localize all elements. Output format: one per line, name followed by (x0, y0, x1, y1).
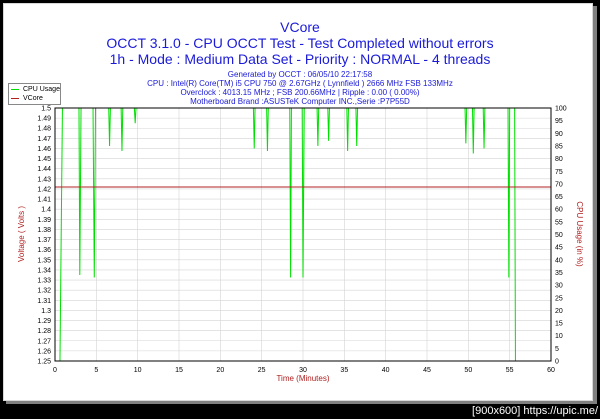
x-tick-label: 5 (94, 367, 98, 374)
panel-shadow-bottom (6, 401, 597, 404)
y-tick-label-left: 1.38 (37, 227, 51, 234)
y-tick-label-right: 0 (555, 359, 559, 366)
y-tick-label-left: 1.4 (41, 207, 51, 214)
y-axis-label-left: Voltage ( Volts ) (17, 206, 26, 262)
x-tick-label: 60 (547, 367, 555, 374)
y-tick-label-left: 1.5 (41, 106, 51, 113)
y-tick-label-left: 1.43 (37, 176, 51, 183)
tick-labels: 0 5 10 15 20 25 30 35 40 45 50 55 601.251.261.271.28… (37, 106, 566, 375)
y-tick-label-right: 10 (555, 333, 563, 340)
info-generated: Generated by OCCT : 06/05/10 22:17:58 (227, 70, 373, 79)
legend-label-cpu-usage: CPU Usage (23, 86, 60, 93)
y-tick-label-left: 1.42 (37, 186, 51, 193)
y-tick-label-left: 1.35 (37, 257, 51, 264)
y-tick-label-left: 1.26 (37, 348, 51, 355)
y-tick-label-left: 1.33 (37, 278, 51, 285)
y-tick-label-right: 65 (555, 194, 563, 201)
image-host-footer: [900x600] https://upic.me/ (472, 404, 598, 418)
y-tick-label-right: 55 (555, 219, 563, 226)
legend-swatch-cpu-usage (11, 89, 19, 90)
y-tick-label-left: 1.47 (37, 136, 51, 143)
y-tick-label-left: 1.39 (37, 217, 51, 224)
axes (54, 107, 552, 362)
y-tick-label-right: 40 (555, 257, 563, 264)
y-tick-label-right: 5 (555, 346, 559, 353)
y-tick-label-right: 70 (555, 181, 563, 188)
y-tick-label-left: 1.31 (37, 298, 51, 305)
y-tick-label-left: 1.45 (37, 156, 51, 163)
y-tick-label-left: 1.44 (37, 166, 51, 173)
x-tick-label: 10 (134, 367, 142, 374)
legend-swatch-vcore (11, 98, 19, 99)
chart-legend: CPU Usage VCore (8, 83, 61, 105)
panel-shadow-right (593, 6, 597, 401)
x-tick-label: 35 (340, 367, 348, 374)
y-tick-label-left: 1.37 (37, 237, 51, 244)
series-layer (55, 107, 551, 362)
series-cpu-usage-line (55, 107, 551, 362)
x-tick-label: 0 (53, 367, 57, 374)
y-tick-label-right: 30 (555, 283, 563, 290)
info-motherboard: Motherboard Brand :ASUSTeK Computer INC.… (190, 97, 410, 106)
y-tick-label-left: 1.25 (37, 359, 51, 366)
y-tick-label-left: 1.49 (37, 116, 51, 123)
x-tick-label: 40 (382, 367, 390, 374)
y-tick-label-left: 1.32 (37, 288, 51, 295)
x-tick-label: 55 (506, 367, 514, 374)
y-tick-label-left: 1.48 (37, 126, 51, 133)
y-tick-label-left: 1.34 (37, 267, 51, 274)
info-overclock: Overclock : 4013.15 MHz ; FSB 200.66MHz … (180, 88, 420, 97)
y-tick-label-left: 1.27 (37, 338, 51, 345)
y-tick-label-right: 60 (555, 207, 563, 214)
y-tick-label-right: 100 (555, 106, 567, 113)
x-tick-label: 50 (464, 367, 472, 374)
y-tick-label-left: 1.3 (41, 308, 51, 315)
y-tick-label-right: 15 (555, 321, 563, 328)
x-tick-label: 45 (423, 367, 431, 374)
chart-subtitle-1: OCCT 3.1.0 - CPU OCCT Test - Test Comple… (106, 35, 494, 51)
x-tick-label: 20 (216, 367, 224, 374)
y-tick-label-left: 1.29 (37, 318, 51, 325)
chart-subtitle-2: 1h - Mode : Medium Data Set - Priority :… (109, 51, 491, 67)
chart-title: VCore (280, 19, 320, 35)
y-tick-label-right: 80 (555, 156, 563, 163)
x-tick-label: 30 (299, 367, 307, 374)
x-axis-label: Time (Minutes) (276, 374, 329, 383)
y-tick-label-right: 75 (555, 169, 563, 176)
y-tick-label-right: 50 (555, 232, 563, 239)
info-cpu: CPU : Intel(R) Core(TM) i5 CPU 750 @ 2.6… (147, 79, 453, 88)
y-tick-label-left: 1.41 (37, 197, 51, 204)
y-tick-label-right: 95 (555, 118, 563, 125)
y-tick-label-right: 45 (555, 245, 563, 252)
y-tick-label-left: 1.36 (37, 247, 51, 254)
y-tick-label-right: 85 (555, 143, 563, 150)
legend-label-vcore: VCore (23, 95, 43, 102)
x-tick-label: 15 (175, 367, 183, 374)
y-axis-label-right: CPU Usage (in %) (575, 201, 584, 267)
y-tick-label-right: 90 (555, 131, 563, 138)
y-tick-label-right: 25 (555, 295, 563, 302)
y-tick-label-left: 1.28 (37, 328, 51, 335)
plot-frame (54, 107, 552, 362)
y-tick-label-left: 1.46 (37, 146, 51, 153)
y-tick-label-right: 20 (555, 308, 563, 315)
y-tick-label-right: 35 (555, 270, 563, 277)
x-tick-label: 25 (258, 367, 266, 374)
